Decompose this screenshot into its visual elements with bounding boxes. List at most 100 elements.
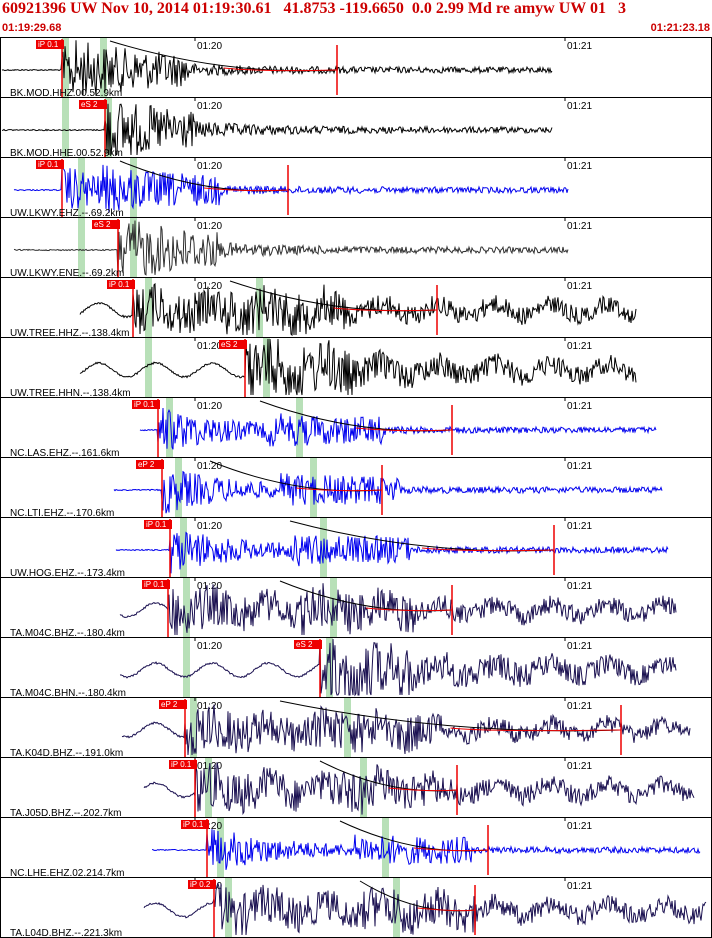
trace-row[interactable]: 01:20 01:21 eP 2 TA.K04D.BHZ.--.191.0km <box>0 697 712 760</box>
time-tick-label: 01:21 <box>567 881 592 892</box>
pick-window <box>130 158 137 217</box>
coda-fit-line <box>333 307 438 312</box>
waveform <box>139 407 657 450</box>
coda-fit-line <box>421 547 555 552</box>
coda-fit-line <box>417 907 476 912</box>
coda-fit-line <box>365 607 453 612</box>
pick-label-box[interactable] <box>92 220 120 229</box>
time-tick-label: 01:21 <box>567 581 592 592</box>
pick-label-box[interactable] <box>36 40 64 49</box>
time-tick-label: 01:21 <box>567 161 592 172</box>
channel-label: NC.LAS.EHZ.--.161.6km <box>10 448 119 459</box>
pick-label-box[interactable] <box>144 520 172 529</box>
pick-label-box[interactable] <box>142 580 170 589</box>
trace-row[interactable]: 01:20 01:21 eS 2 TA.M04C.BHN.--.180.4km <box>0 637 712 700</box>
channel-label: BK.MOD.HHZ.00.52.9km <box>10 88 122 99</box>
coda-curve <box>289 520 555 552</box>
time-tick-label: 01:20 <box>197 281 222 292</box>
start-time: 01:19:29.68 <box>2 22 62 34</box>
trace-row[interactable]: 01:20 01:21 iP 0.1 NC.LAS.EHZ.--.161.6km <box>0 397 712 460</box>
pick-label: iP 0.1 <box>109 280 130 289</box>
pick-window <box>263 338 270 397</box>
pick-label-box[interactable] <box>159 700 187 709</box>
trace-row[interactable]: 01:20 01:21 iP 0.1 TA.M04C.BHZ.--.180.4km <box>0 577 712 640</box>
time-tick-label: 01:20 <box>197 641 222 652</box>
pick-label: iP 0.1 <box>38 160 59 169</box>
time-tick-label: 01:20 <box>197 221 222 232</box>
pick-label-box[interactable] <box>107 280 135 289</box>
coda-fit-line <box>223 67 338 72</box>
time-tick-label: 01:20 <box>197 461 222 472</box>
time-tick-label: 01:20 <box>197 401 222 412</box>
trace-row[interactable]: 01:20 01:21 iP 0.1 UW.LKWY.EHZ.--.69.2km <box>0 157 712 220</box>
time-tick-label: 01:21 <box>567 821 592 832</box>
pick-label-box[interactable] <box>136 460 164 469</box>
time-tick-label: 01:21 <box>567 701 592 712</box>
coda-fit-line <box>355 427 453 432</box>
time-tick-label: 01:21 <box>567 341 592 352</box>
pick-window <box>296 398 303 457</box>
channel-label: TA.J05D.BHZ.--.202.7km <box>10 808 122 819</box>
waveform <box>79 282 637 337</box>
channel-label: BK.MOD.HHE.00.52.9km <box>10 148 123 159</box>
coda-curve <box>109 40 338 72</box>
pick-label-box[interactable] <box>36 160 64 169</box>
waveform <box>152 829 701 870</box>
coda-fit-line <box>450 727 622 732</box>
pick-label-box[interactable] <box>132 400 160 409</box>
time-tick-label: 01:20 <box>197 101 222 112</box>
waveform <box>1 103 553 157</box>
waveform <box>143 881 707 936</box>
waveform <box>1 40 553 96</box>
coda-curve <box>259 400 453 432</box>
pick-window <box>78 218 85 277</box>
pick-label-box[interactable] <box>294 640 322 649</box>
pick-label: eS 2 <box>94 220 111 229</box>
trace-row[interactable]: 01:20 01:21 eS 2 UW.TREE.HHN.--.138.4km <box>0 337 712 400</box>
waveform <box>79 338 637 396</box>
trace-row[interactable]: 01:20 01:21 iP 0.1 UW.TREE.HHZ.--.138.4km <box>0 277 712 340</box>
time-tick-label: 01:21 <box>567 641 592 652</box>
trace-row[interactable]: 01:20 01:21 eS 2 BK.MOD.HHE.00.52.9km <box>0 97 712 160</box>
pick-label-box[interactable] <box>219 340 247 349</box>
channel-label: TA.K04D.BHZ.--.191.0km <box>10 748 123 759</box>
pick-window <box>183 578 190 637</box>
pick-label-box[interactable] <box>188 880 216 889</box>
waveform <box>143 762 695 816</box>
pick-label-box[interactable] <box>169 760 197 769</box>
channel-label: TA.L04D.BHZ.--.221.3km <box>10 928 122 938</box>
channel-label: UW.LKWY.EHZ.--.69.2km <box>10 208 124 219</box>
trace-row[interactable]: 01:20 01:21 iP 0.1 BK.MOD.HHZ.00.52.9km <box>0 37 712 100</box>
pick-window <box>180 518 187 577</box>
coda-fit-line <box>203 187 289 192</box>
pick-label-box[interactable] <box>181 820 209 829</box>
time-tick-label: 01:20 <box>197 521 222 532</box>
waveform <box>119 638 677 697</box>
time-tick-label: 01:20 <box>197 41 222 52</box>
pick-label: eS 2 <box>221 340 238 349</box>
trace-row[interactable]: 01:20 01:21 iP 0.1 NC.LHE.EHZ.02.214.7km <box>0 817 712 880</box>
pick-label: iP 0.2 <box>190 880 211 889</box>
channel-label: UW.HOG.EHZ.--.173.4km <box>10 568 125 579</box>
channel-label: TA.M04C.BHN.--.180.4km <box>10 688 126 699</box>
pick-label: iP 0.1 <box>183 820 204 829</box>
time-tick-label: 01:20 <box>197 341 222 352</box>
pick-window <box>393 878 400 937</box>
event-title: 60921396 UW Nov 10, 2014 01:19:30.61 41.… <box>2 0 626 17</box>
channel-label: NC.LHE.EHZ.02.214.7km <box>10 868 125 879</box>
trace-row[interactable]: 01:20 01:21 eS 2 UW.LKWY.ENE.--.69.2km <box>0 217 712 280</box>
pick-window <box>62 38 69 97</box>
pick-label-box[interactable] <box>79 100 107 109</box>
waveform <box>13 220 569 276</box>
time-tick-label: 01:20 <box>197 821 222 832</box>
trace-row[interactable]: 01:20 01:21 eP 2 NC.LTI.EHZ.--.170.6km <box>0 457 712 520</box>
time-tick-label: 01:21 <box>567 41 592 52</box>
pick-window <box>382 818 389 877</box>
trace-row[interactable]: 01:20 01:21 iP 0.1 UW.HOG.EHZ.--.173.4km <box>0 517 712 580</box>
pick-label: eP 2 <box>138 460 155 469</box>
pick-window <box>166 398 173 457</box>
